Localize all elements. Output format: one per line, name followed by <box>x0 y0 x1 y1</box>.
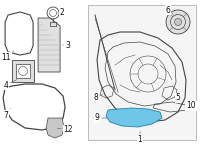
Text: 6: 6 <box>166 5 173 15</box>
Circle shape <box>166 10 190 34</box>
Polygon shape <box>38 18 60 72</box>
Polygon shape <box>106 108 162 127</box>
Text: 9: 9 <box>95 113 108 122</box>
Text: 3: 3 <box>62 41 71 50</box>
Polygon shape <box>46 118 64 138</box>
Text: 1: 1 <box>138 131 142 145</box>
Text: 11: 11 <box>1 51 14 61</box>
Text: 8: 8 <box>94 92 103 101</box>
Text: 4: 4 <box>4 80 17 90</box>
Text: 10: 10 <box>186 101 196 111</box>
Text: 5: 5 <box>174 93 180 102</box>
Text: 2: 2 <box>57 7 64 16</box>
FancyBboxPatch shape <box>12 60 34 82</box>
Circle shape <box>175 19 182 25</box>
FancyBboxPatch shape <box>16 64 30 78</box>
Text: 7: 7 <box>4 108 10 120</box>
FancyBboxPatch shape <box>88 5 196 140</box>
Text: 12: 12 <box>57 126 73 135</box>
